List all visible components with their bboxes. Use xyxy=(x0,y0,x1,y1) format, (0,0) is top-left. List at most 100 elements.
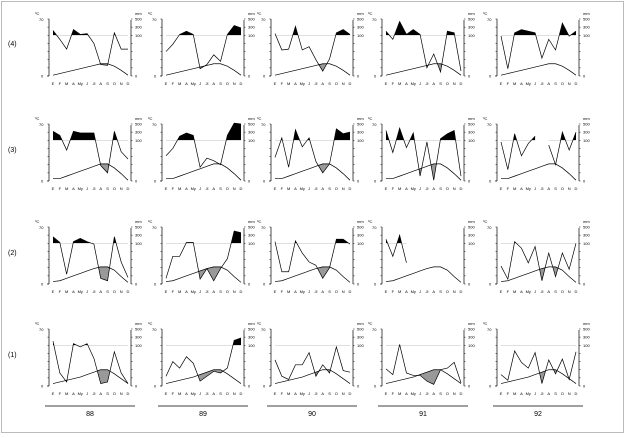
month-label: A xyxy=(405,289,408,294)
month-label: D xyxy=(575,186,578,191)
tick-label: 500 xyxy=(248,122,255,127)
month-label: A xyxy=(185,81,188,86)
month-label: E xyxy=(52,391,55,396)
month-label: N xyxy=(120,289,123,294)
temperature-line xyxy=(500,63,577,76)
month-label: O xyxy=(335,289,338,294)
month-label: My xyxy=(411,81,416,86)
tick-label: 500 xyxy=(135,17,142,22)
month-label: A xyxy=(212,289,215,294)
tick-label: 70 xyxy=(487,17,492,22)
month-label: N xyxy=(568,391,571,396)
tick-label: 0 xyxy=(357,179,360,184)
tick-label: 0 xyxy=(154,384,157,389)
right-axis-unit: mm xyxy=(583,11,590,16)
month-label: My xyxy=(526,81,531,86)
month-label: J xyxy=(308,289,310,294)
month-label: S xyxy=(439,81,442,86)
month-label: D xyxy=(460,81,463,86)
dry-period-fill xyxy=(386,163,461,181)
tick-label: 0 xyxy=(583,384,586,389)
month-label: Jl xyxy=(540,391,543,396)
temperature-line xyxy=(500,369,577,384)
tick-label: 70 xyxy=(487,327,492,332)
month-label: D xyxy=(127,289,130,294)
tick-label: 70 xyxy=(372,327,377,332)
month-label: A xyxy=(72,81,75,86)
left-axis-unit: ºC xyxy=(368,11,372,16)
month-label: S xyxy=(106,186,109,191)
month-label: S xyxy=(554,289,557,294)
month-label: J xyxy=(534,391,536,396)
tick-label: 300 xyxy=(468,335,475,340)
year-label: 92 xyxy=(534,411,542,418)
month-label: M xyxy=(513,81,516,86)
month-label: Jl xyxy=(540,186,543,191)
tick-label: 100 xyxy=(583,343,590,348)
tick-label: 300 xyxy=(583,25,590,30)
year-label: 89 xyxy=(199,411,207,418)
tick-label: 500 xyxy=(357,225,364,230)
tick-label: 300 xyxy=(583,233,590,238)
right-axis-unit: mm xyxy=(583,321,590,326)
month-label: M xyxy=(287,289,290,294)
tick-label: 70 xyxy=(372,17,377,22)
tick-label: 0 xyxy=(154,179,157,184)
left-axis-unit: ºC xyxy=(483,219,487,224)
dry-period-fill xyxy=(275,163,350,173)
left-axis-unit: ºC xyxy=(35,116,39,121)
tick-label: 500 xyxy=(248,327,255,332)
month-label: F xyxy=(392,81,395,86)
left-axis-unit: ºC xyxy=(148,321,152,326)
tick-label: 70 xyxy=(261,17,266,22)
month-label: N xyxy=(453,186,456,191)
month-label: F xyxy=(59,391,62,396)
tick-label: 70 xyxy=(372,122,377,127)
tick-label: 300 xyxy=(248,335,255,340)
month-label: My xyxy=(300,391,305,396)
month-label: A xyxy=(520,81,523,86)
tick-label: 300 xyxy=(583,335,590,340)
month-label: F xyxy=(281,81,284,86)
month-label: O xyxy=(446,391,449,396)
year-label: 91 xyxy=(419,411,427,418)
tick-label: 500 xyxy=(135,225,142,230)
month-label: F xyxy=(59,81,62,86)
month-label: O xyxy=(335,391,338,396)
month-label: Jl xyxy=(314,186,317,191)
dry-period-fill xyxy=(275,63,350,72)
left-axis-unit: ºC xyxy=(257,321,261,326)
tick-label: 70 xyxy=(372,225,377,230)
month-label: J xyxy=(86,186,88,191)
tick-label: 0 xyxy=(263,384,266,389)
dry-period-fill xyxy=(501,369,576,384)
tick-label: 70 xyxy=(152,225,157,230)
wet-period-fill xyxy=(513,133,536,141)
month-label: S xyxy=(328,81,331,86)
month-label: M xyxy=(398,391,401,396)
month-label: S xyxy=(439,391,442,396)
wet-period-fill xyxy=(275,239,349,244)
month-label: My xyxy=(78,391,83,396)
month-label: J xyxy=(419,391,421,396)
month-label: O xyxy=(335,81,338,86)
month-label: A xyxy=(72,391,75,396)
month-label: M xyxy=(65,289,68,294)
month-label: S xyxy=(219,81,222,86)
tick-label: 100 xyxy=(248,241,255,246)
precipitation-line xyxy=(52,29,128,66)
month-label: N xyxy=(453,391,456,396)
month-label: D xyxy=(460,289,463,294)
month-label: A xyxy=(294,186,297,191)
month-label: S xyxy=(106,391,109,396)
tick-label: 500 xyxy=(357,122,364,127)
temperature-line xyxy=(166,163,242,181)
month-label: N xyxy=(453,289,456,294)
month-label: My xyxy=(300,186,305,191)
temperature-line xyxy=(501,163,577,181)
month-label: J xyxy=(199,186,201,191)
left-axis-unit: ºC xyxy=(257,219,261,224)
month-label: My xyxy=(191,289,196,294)
tick-label: 0 xyxy=(41,282,44,287)
